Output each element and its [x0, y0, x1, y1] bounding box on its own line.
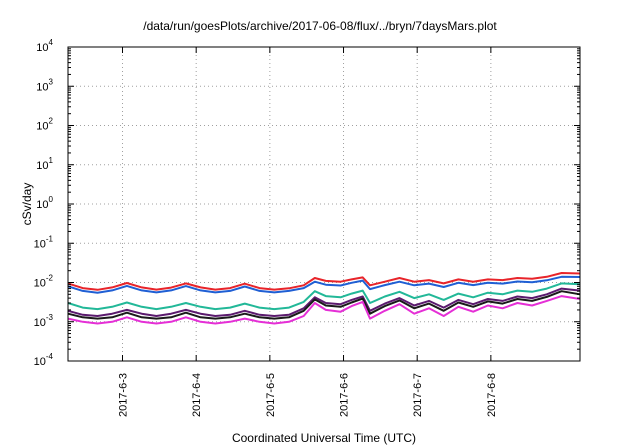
x-axis-ticks: 2017-6-3 2017-6-4 2017-6-5 2017-6-6 2017-6-7…: [118, 47, 498, 417]
chart-title: /data/run/goesPlots/archive/2017-06-08/f…: [143, 19, 497, 33]
x-tick-label: 2017-6-4: [191, 373, 203, 417]
series-line-4: [67, 287, 581, 317]
y-tick-label: 101: [36, 156, 53, 172]
x-axis-label: Coordinated Universal Time (UTC): [232, 431, 416, 445]
x-tick-label: 2017-6-6: [339, 373, 351, 417]
y-tick-label: 10-2: [34, 274, 54, 290]
y-axis-ticks: 104 103 102 101 100 10-1 10-2 10-3 10-4: [34, 38, 580, 368]
y-tick-label: 100: [36, 195, 53, 211]
x-tick-label: 2017-6-8: [486, 373, 498, 417]
grid: [68, 47, 580, 361]
y-tick-label: 103: [36, 77, 53, 93]
series-line-1: [67, 272, 581, 291]
y-tick-label: 10-1: [34, 234, 54, 250]
series-line-6: [67, 295, 581, 325]
x-tick-label: 2017-6-3: [118, 373, 130, 417]
series-line-5: [67, 290, 581, 320]
series-line-2: [67, 275, 581, 294]
series-lines: [67, 272, 581, 325]
x-tick-label: 2017-6-5: [265, 373, 277, 417]
x-tick-label: 2017-6-7: [412, 373, 424, 417]
y-tick-label: 102: [36, 117, 53, 133]
y-tick-label: 10-4: [34, 352, 54, 368]
y-axis-label: cSv/day: [20, 183, 34, 226]
y-tick-label: 104: [36, 38, 53, 54]
series-line-3: [67, 282, 581, 311]
y-tick-label: 10-3: [34, 313, 54, 329]
